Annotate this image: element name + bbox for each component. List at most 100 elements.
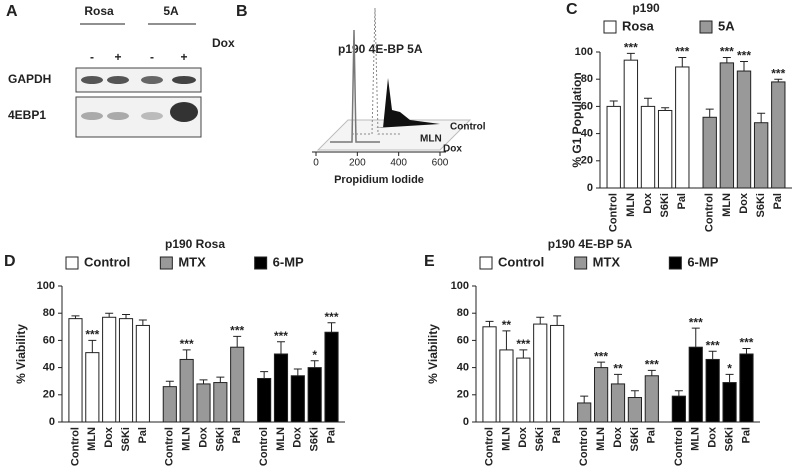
bar: [719, 62, 735, 189]
x-tick-label: S6Ki: [309, 427, 321, 451]
error-bar: [105, 312, 114, 318]
y-tick-label: 100: [451, 280, 469, 292]
y-tick-label: 80: [581, 73, 593, 85]
x-tick-label: Control: [578, 427, 590, 466]
bar: [594, 367, 609, 423]
legend-label: 6-MP: [687, 254, 718, 269]
lane-label: -: [150, 50, 154, 64]
bar: [702, 116, 717, 189]
bar: [771, 81, 786, 189]
bar: [610, 383, 626, 423]
bar: [179, 358, 194, 423]
x-tick-label: MLN: [86, 427, 98, 451]
bar: [550, 324, 565, 423]
bar: [516, 357, 531, 423]
bar: [640, 105, 656, 189]
x-tick-label: S6Ki: [120, 427, 132, 451]
x-tick-label: Control: [164, 427, 176, 466]
row-label: 4EBP1: [8, 108, 46, 122]
legend-swatch: [254, 256, 268, 270]
x-tick-label: Dox: [707, 426, 719, 448]
error-bar: [597, 361, 606, 368]
error-bar: [674, 390, 683, 397]
x-tick-label: Pal: [137, 427, 149, 444]
bar: [657, 109, 673, 189]
y-tick-label: 20: [457, 389, 469, 401]
flow-title: p190 4E-BP 5A: [338, 42, 423, 56]
y-tick-label: 60: [457, 334, 469, 346]
legend-label: Rosa: [622, 18, 655, 33]
error-bar: [609, 100, 618, 107]
x-tick-label: S6Ki: [629, 427, 641, 451]
panel-label: C: [566, 1, 578, 18]
error-bar: [722, 56, 731, 63]
error-bar: [88, 339, 97, 353]
y-tick-label: 20: [581, 155, 593, 167]
bar: [739, 353, 754, 423]
bar: [736, 70, 752, 189]
significance-label: **: [502, 318, 512, 332]
x-tick-label: MLN: [275, 427, 287, 451]
legend-swatch: [699, 20, 713, 34]
chart-title: p190 4E-BP 5A: [548, 237, 633, 251]
significance-label: ***: [675, 45, 689, 59]
histogram-traces: [316, 7, 472, 151]
significance-label: ***: [516, 337, 530, 351]
y-tick-label: 20: [43, 389, 55, 401]
significance-label: **: [613, 362, 623, 376]
bar: [623, 59, 639, 189]
significance-label: ***: [180, 337, 194, 351]
error-bar: [774, 78, 783, 82]
bar: [577, 402, 592, 423]
x-tick-label: Pal: [551, 427, 563, 444]
error-bar: [327, 322, 336, 333]
error-bar: [485, 320, 494, 327]
legend-swatch: [65, 256, 79, 270]
x-tick-label: Pal: [325, 427, 337, 444]
trace-label: MLN: [420, 134, 442, 145]
bar: [135, 324, 150, 423]
error-bar: [182, 349, 191, 360]
significance-label: ***: [771, 66, 785, 80]
x-tick-label: Dox: [292, 426, 304, 448]
bar: [85, 352, 100, 423]
error-bar: [233, 335, 242, 348]
legend-swatch: [574, 256, 588, 270]
error-bar: [553, 315, 562, 326]
bar: [606, 105, 621, 189]
bar: [290, 375, 305, 423]
error-bar: [276, 341, 285, 354]
y-tick-label: 0: [463, 416, 469, 428]
x-tick-label: Pal: [772, 193, 784, 210]
bar: [213, 382, 228, 423]
legend-label: MTX: [178, 254, 206, 269]
lane-label: +: [114, 50, 121, 64]
x-axis-label: Propidium Iodide: [334, 174, 424, 186]
y-axis-label: % Viability: [426, 324, 440, 384]
legend-label: Control: [84, 254, 130, 269]
legend-label: Control: [498, 254, 544, 269]
error-bar: [757, 112, 766, 123]
x-tick-label: MLN: [595, 427, 607, 451]
error-bar: [647, 369, 656, 376]
significance-label: ***: [739, 336, 753, 350]
significance-label: *: [727, 362, 732, 376]
error-bar: [216, 376, 225, 383]
significance-label: ***: [624, 41, 638, 55]
x-tick-label: MLN: [500, 427, 512, 451]
bar: [753, 122, 769, 189]
bar: [627, 397, 642, 423]
y-tick-label: 0: [587, 182, 593, 194]
x-tick-label: S6Ki: [659, 193, 671, 217]
bar: [307, 367, 322, 423]
x-tick-label: Pal: [231, 427, 243, 444]
significance-label: *: [312, 348, 317, 362]
y-tick-label: 80: [43, 307, 55, 319]
error-bar: [502, 330, 511, 350]
x-tick-label: Dox: [197, 426, 209, 448]
chart-title: p190 Rosa: [165, 237, 225, 251]
bar: [257, 377, 272, 423]
significance-label: ***: [706, 338, 720, 352]
x-tick-label: 200: [349, 158, 366, 169]
